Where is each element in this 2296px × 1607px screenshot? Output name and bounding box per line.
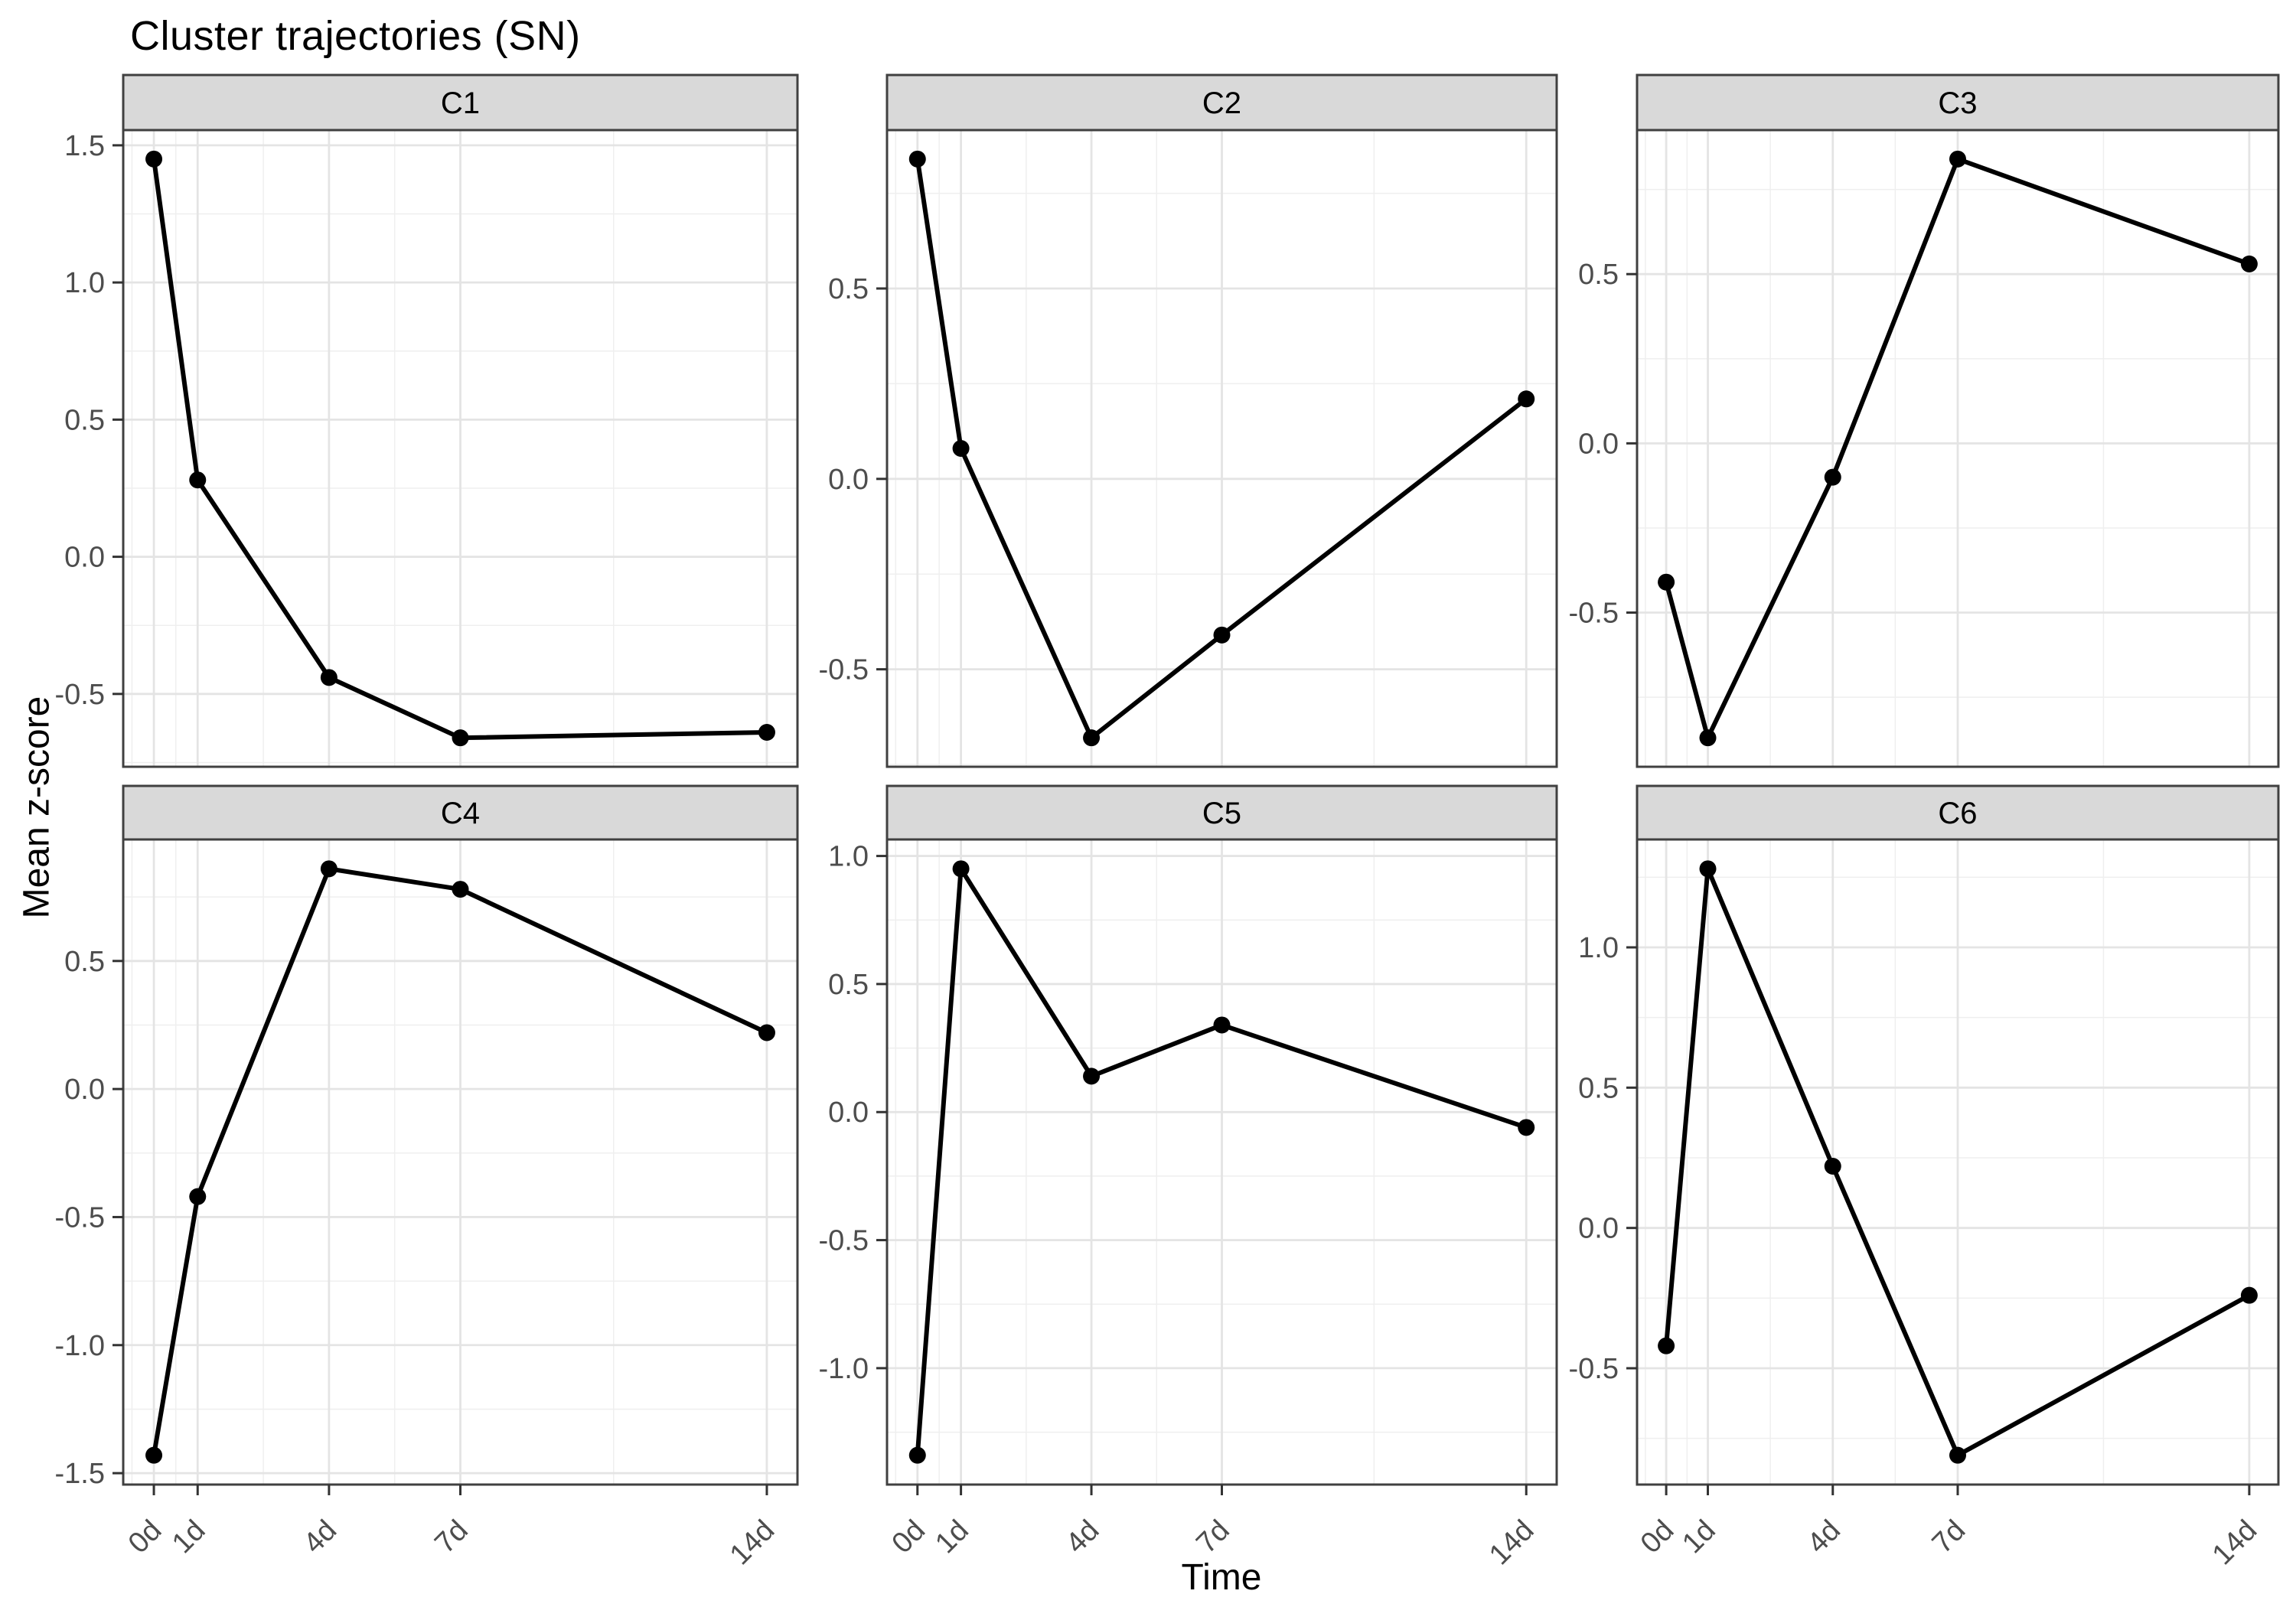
y-tick-label: -0.5 [819, 1225, 869, 1257]
data-point [1949, 150, 1966, 168]
y-tick-label: 0.0 [828, 464, 869, 496]
y-tick-label: 0.5 [64, 946, 105, 978]
facet-strip [122, 73, 799, 132]
data-point [1083, 1068, 1101, 1085]
x-tick-label: 7d [1926, 1514, 1972, 1560]
facet-strip [1636, 784, 2280, 841]
x-tick-label: 0d [886, 1514, 932, 1560]
data-point [1699, 729, 1717, 747]
x-tick-label: 0d [122, 1514, 168, 1560]
facet-strip [122, 784, 799, 841]
y-tick-label: 1.0 [828, 841, 869, 873]
facet-strip-label: C6 [1938, 797, 1977, 830]
y-tick-label: 0.5 [828, 273, 869, 305]
y-tick-label: -0.5 [55, 679, 105, 711]
x-tick-label: 14d [1483, 1514, 1541, 1572]
x-tick-label: 1d [929, 1514, 975, 1560]
facet-strip [885, 73, 1558, 132]
x-tick-label: 7d [1190, 1514, 1236, 1560]
y-tick-label: -0.5 [55, 1201, 105, 1234]
data-point [452, 729, 469, 747]
data-point [908, 150, 926, 168]
data-point [908, 1446, 926, 1464]
x-axis-title: Time [1181, 1557, 1262, 1598]
data-point [758, 1024, 775, 1041]
facet-strip-label: C3 [1938, 86, 1977, 120]
y-tick-label: -1.0 [55, 1330, 105, 1362]
y-tick-label: -0.5 [1569, 1353, 1619, 1385]
data-point [2240, 255, 2258, 272]
x-tick-label: 7d [429, 1514, 475, 1560]
data-point [145, 1446, 163, 1464]
y-tick-label: 0.5 [64, 404, 105, 436]
data-point [1699, 860, 1717, 878]
facet-strip-label: C1 [441, 86, 480, 120]
x-tick-label: 1d [1676, 1514, 1722, 1560]
data-point [452, 881, 469, 898]
x-tick-label: 14d [724, 1514, 781, 1572]
data-point [1213, 1016, 1231, 1034]
plot-title: Cluster trajectories (SN) [130, 13, 581, 59]
facet-strip [885, 784, 1558, 841]
data-point [320, 669, 338, 686]
data-point [1213, 626, 1231, 644]
facet-strip [1636, 73, 2280, 132]
x-tick-label: 0d [1635, 1514, 1681, 1560]
y-tick-label: 0.0 [828, 1097, 869, 1129]
y-tick-label: 0.0 [64, 1074, 105, 1106]
x-tick-label: 14d [2206, 1514, 2264, 1572]
x-tick-label: 4d [1802, 1514, 1848, 1560]
y-tick-label: 0.0 [1578, 1213, 1619, 1245]
data-point [189, 1188, 207, 1205]
data-point [1658, 573, 1675, 591]
y-tick-label: -0.5 [819, 654, 869, 686]
data-point [320, 860, 338, 878]
facet-strip-label: C2 [1202, 86, 1241, 120]
data-point [952, 440, 970, 457]
data-point [189, 471, 207, 489]
data-point [1949, 1446, 1966, 1464]
data-point [1658, 1337, 1675, 1354]
data-point [2240, 1286, 2258, 1304]
y-tick-label: 1.0 [1578, 932, 1619, 964]
y-tick-label: -1.5 [55, 1458, 105, 1490]
x-tick-label: 4d [298, 1514, 344, 1560]
data-point [1083, 729, 1101, 747]
y-tick-label: 0.0 [1578, 428, 1619, 460]
data-point [1518, 390, 1535, 408]
x-tick-label: 1d [166, 1514, 212, 1560]
y-tick-label: 0.5 [1578, 259, 1619, 291]
data-point [1824, 1158, 1841, 1175]
y-tick-label: -0.5 [1569, 598, 1619, 630]
data-point [1518, 1119, 1535, 1136]
y-tick-label: 1.5 [64, 130, 105, 162]
y-tick-label: 0.5 [828, 969, 869, 1001]
data-point [1824, 468, 1841, 486]
facet-strip-label: C4 [441, 797, 480, 830]
x-tick-label: 4d [1060, 1514, 1106, 1560]
y-tick-label: -1.0 [819, 1353, 869, 1385]
y-tick-label: 0.0 [64, 542, 105, 574]
facet-strip-label: C5 [1202, 797, 1241, 830]
data-point [758, 724, 775, 742]
y-tick-label: 1.0 [64, 267, 105, 299]
y-tick-label: 0.5 [1578, 1072, 1619, 1104]
data-point [145, 150, 163, 168]
data-point [952, 860, 970, 878]
